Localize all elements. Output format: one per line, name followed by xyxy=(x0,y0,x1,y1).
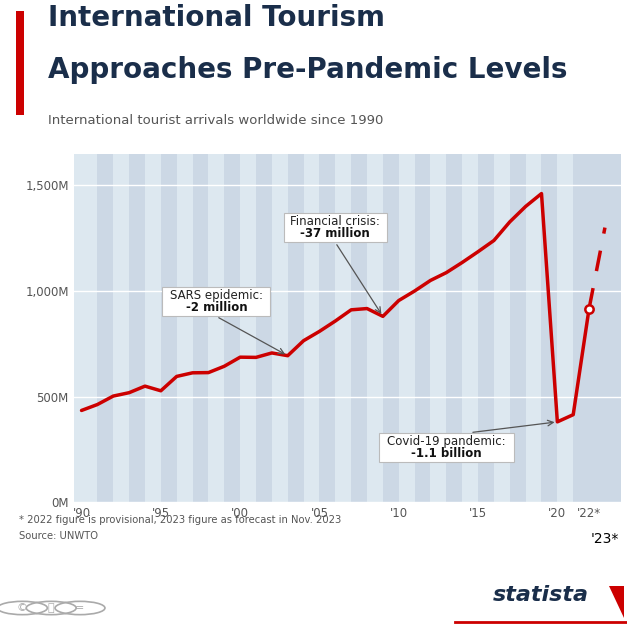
Text: * 2022 figure is provisional, 2023 figure as forecast in Nov. 2023: * 2022 figure is provisional, 2023 figur… xyxy=(19,515,342,525)
Bar xyxy=(478,154,494,502)
Text: statista: statista xyxy=(493,585,589,605)
Bar xyxy=(319,154,335,502)
Text: International tourist arrivals worldwide since 1990: International tourist arrivals worldwide… xyxy=(48,114,383,127)
Polygon shape xyxy=(609,586,624,618)
Bar xyxy=(161,154,177,502)
Text: ©: © xyxy=(17,603,28,613)
Bar xyxy=(256,154,272,502)
Bar xyxy=(288,154,303,502)
FancyBboxPatch shape xyxy=(163,287,270,316)
Bar xyxy=(97,154,113,502)
Bar xyxy=(224,154,240,502)
Bar xyxy=(510,154,525,502)
Text: Financial crisis:: Financial crisis: xyxy=(291,215,380,228)
Text: -1.1 billion: -1.1 billion xyxy=(411,447,482,460)
Bar xyxy=(383,154,399,502)
Text: -37 million: -37 million xyxy=(300,227,370,240)
Bar xyxy=(129,154,145,502)
Bar xyxy=(446,154,462,502)
FancyBboxPatch shape xyxy=(16,12,24,115)
Text: -2 million: -2 million xyxy=(186,301,247,314)
Bar xyxy=(193,154,209,502)
Bar xyxy=(415,154,431,502)
Text: =: = xyxy=(76,603,84,613)
Text: SARS epidemic:: SARS epidemic: xyxy=(170,289,263,302)
Text: ⓘ: ⓘ xyxy=(48,603,54,613)
Text: ~1.3 billion: ~1.3 billion xyxy=(412,142,545,157)
Bar xyxy=(541,154,557,502)
Bar xyxy=(589,154,621,502)
Text: International Tourism: International Tourism xyxy=(48,4,385,32)
Bar xyxy=(351,154,367,502)
Text: Covid-19 pandemic:: Covid-19 pandemic: xyxy=(387,435,506,448)
Bar xyxy=(573,154,589,502)
Text: Approaches Pre-Pandemic Levels: Approaches Pre-Pandemic Levels xyxy=(48,56,568,84)
Text: 2023:: 2023: xyxy=(452,142,505,157)
FancyBboxPatch shape xyxy=(284,212,387,243)
Text: Source: UNWTO: Source: UNWTO xyxy=(19,531,98,541)
FancyBboxPatch shape xyxy=(379,433,514,462)
